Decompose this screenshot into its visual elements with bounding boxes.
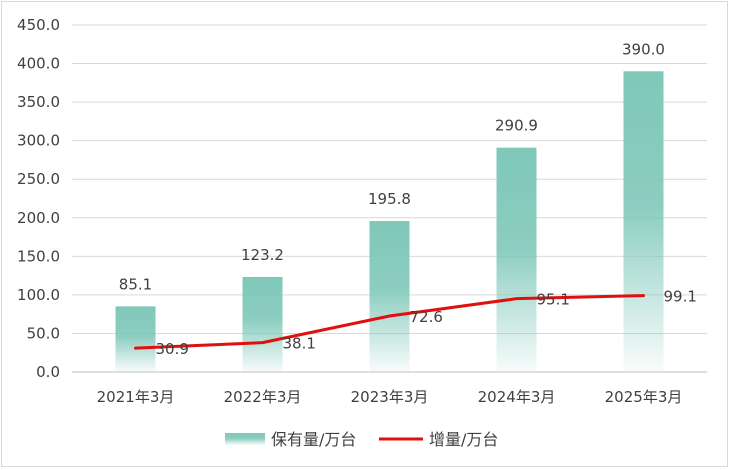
bar-data-label: 85.1 [119, 275, 152, 293]
line-series-path [134, 294, 645, 350]
bar [242, 276, 283, 372]
line-data-label: 95.1 [537, 291, 570, 309]
bar [496, 147, 537, 372]
bar-data-label: 290.9 [495, 117, 538, 135]
bar [623, 71, 664, 373]
bar-data-label: 390.0 [622, 40, 665, 58]
legend-bar-label: 保有量/万台 [271, 430, 356, 449]
y-tick-label: 150.0 [17, 247, 60, 265]
y-tick-label: 400.0 [17, 55, 60, 73]
legend-bar-swatch [225, 433, 265, 445]
y-tick-label: 50.0 [27, 324, 60, 342]
y-tick-label: 350.0 [17, 93, 60, 111]
line-data-label: 99.1 [664, 288, 697, 306]
y-tick-label: 250.0 [17, 170, 60, 188]
x-tick-label: 2025年3月 [605, 388, 683, 406]
y-tick-label: 450.0 [17, 16, 60, 34]
bar [369, 221, 410, 372]
y-axis-ticks: 0.0 50.0 100.0 150.0 200.0 250.0 300.0 350.0 400… [17, 16, 60, 381]
legend-line-label: 增量/万台 [429, 430, 498, 449]
line-data-label: 30.9 [156, 340, 189, 358]
grid-lines [72, 24, 707, 373]
bar [115, 306, 156, 372]
x-tick-label: 2022年3月 [224, 388, 302, 406]
y-tick-label: 200.0 [17, 209, 60, 227]
x-axis-ticks: 2021年3月 2022年3月 2023年3月 2024年3月 2025年3月 [97, 388, 683, 406]
bar-data-label: 195.8 [368, 190, 411, 208]
y-tick-label: 100.0 [17, 286, 60, 304]
bar-data-label: 123.2 [241, 246, 284, 264]
bar-series: 85.1 123.2 195.8 290.9 390.0 [115, 40, 665, 373]
y-tick-label: 300.0 [17, 132, 60, 150]
legend: 保有量/万台 增量/万台 [225, 430, 498, 449]
line-data-label: 38.1 [283, 335, 316, 353]
x-tick-label: 2024年3月 [478, 388, 556, 406]
x-tick-label: 2021年3月 [97, 388, 175, 406]
line-series: 30.9 38.1 72.6 95.1 99.1 [134, 288, 697, 358]
line-data-label: 72.6 [410, 308, 443, 326]
x-tick-label: 2023年3月 [351, 388, 429, 406]
y-tick-label: 0.0 [36, 363, 60, 381]
